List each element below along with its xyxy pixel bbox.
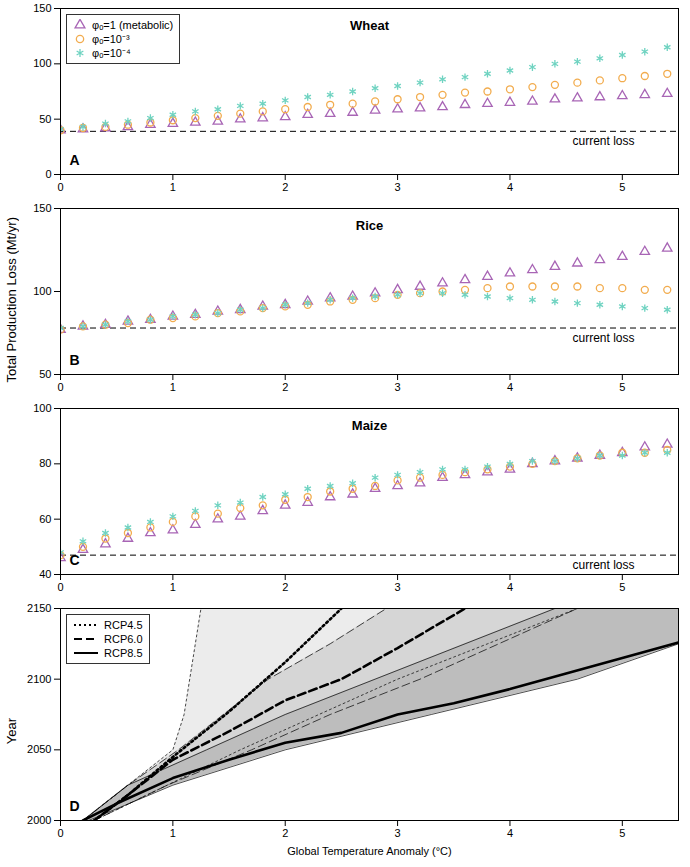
- html-text:Year: Year: [3, 717, 19, 745]
- svg-text:1: 1: [170, 581, 176, 593]
- svg-text:100: 100: [33, 402, 51, 414]
- svg-text:150: 150: [33, 2, 51, 14]
- svg-text:D: D: [70, 798, 80, 814]
- svg-text:current loss: current loss: [572, 558, 634, 572]
- svg-text:60: 60: [39, 513, 51, 525]
- svg-text:5: 5: [619, 381, 625, 393]
- svg-text:2050: 2050: [27, 743, 51, 755]
- svg-text:4: 4: [507, 181, 513, 193]
- svg-text:4: 4: [507, 827, 513, 839]
- svg-text:1: 1: [170, 827, 176, 839]
- svg-text:50: 50: [39, 368, 51, 380]
- svg-text:A: A: [70, 152, 80, 168]
- html-text:φₒ=10⁻³: φₒ=10⁻³: [92, 33, 130, 45]
- svg-text:100: 100: [33, 285, 51, 297]
- svg-text:0: 0: [57, 181, 63, 193]
- svg-text:2: 2: [282, 827, 288, 839]
- svg-text:50: 50: [39, 113, 51, 125]
- svg-text:1: 1: [170, 381, 176, 393]
- svg-text:150: 150: [33, 202, 51, 214]
- svg-text:80: 80: [39, 457, 51, 469]
- svg-text:C: C: [70, 552, 80, 568]
- svg-text:0: 0: [57, 581, 63, 593]
- svg-text:1: 1: [170, 181, 176, 193]
- svg-text:5: 5: [619, 181, 625, 193]
- html-text:RCP6.0: RCP6.0: [104, 633, 143, 645]
- html-text:RCP8.5: RCP8.5: [104, 647, 143, 659]
- svg-text:2: 2: [282, 181, 288, 193]
- svg-text:0: 0: [45, 168, 51, 180]
- svg-text:40: 40: [39, 568, 51, 580]
- svg-text:4: 4: [507, 381, 513, 393]
- svg-text:3: 3: [395, 181, 401, 193]
- svg-text:3: 3: [395, 581, 401, 593]
- svg-text:4: 4: [507, 581, 513, 593]
- html-text:RCP4.5: RCP4.5: [104, 619, 143, 631]
- svg-text:0: 0: [57, 381, 63, 393]
- svg-text:3: 3: [395, 381, 401, 393]
- svg-text:Wheat: Wheat: [350, 18, 390, 33]
- html-text:Total Production Loss (Mt/yr): Total Production Loss (Mt/yr): [3, 217, 19, 383]
- svg-text:2150: 2150: [27, 602, 51, 614]
- svg-text:Global Temperature Anomaly (°C: Global Temperature Anomaly (°C): [287, 845, 451, 857]
- svg-text:B: B: [70, 352, 80, 368]
- svg-text:0: 0: [57, 827, 63, 839]
- svg-text:current loss: current loss: [572, 134, 634, 148]
- svg-text:2100: 2100: [27, 673, 51, 685]
- svg-text:Rice: Rice: [356, 218, 383, 233]
- svg-text:2: 2: [282, 381, 288, 393]
- svg-text:5: 5: [619, 581, 625, 593]
- svg-text:2000: 2000: [27, 814, 51, 826]
- svg-text:100: 100: [33, 57, 51, 69]
- svg-text:3: 3: [395, 827, 401, 839]
- html-text:φₒ=1 (metabolic): φₒ=1 (metabolic): [92, 19, 174, 31]
- html-text:φₒ=10⁻⁴: φₒ=10⁻⁴: [92, 47, 131, 59]
- svg-text:current loss: current loss: [572, 331, 634, 345]
- svg-text:Maize: Maize: [352, 418, 387, 433]
- svg-text:2: 2: [282, 581, 288, 593]
- svg-text:5: 5: [619, 827, 625, 839]
